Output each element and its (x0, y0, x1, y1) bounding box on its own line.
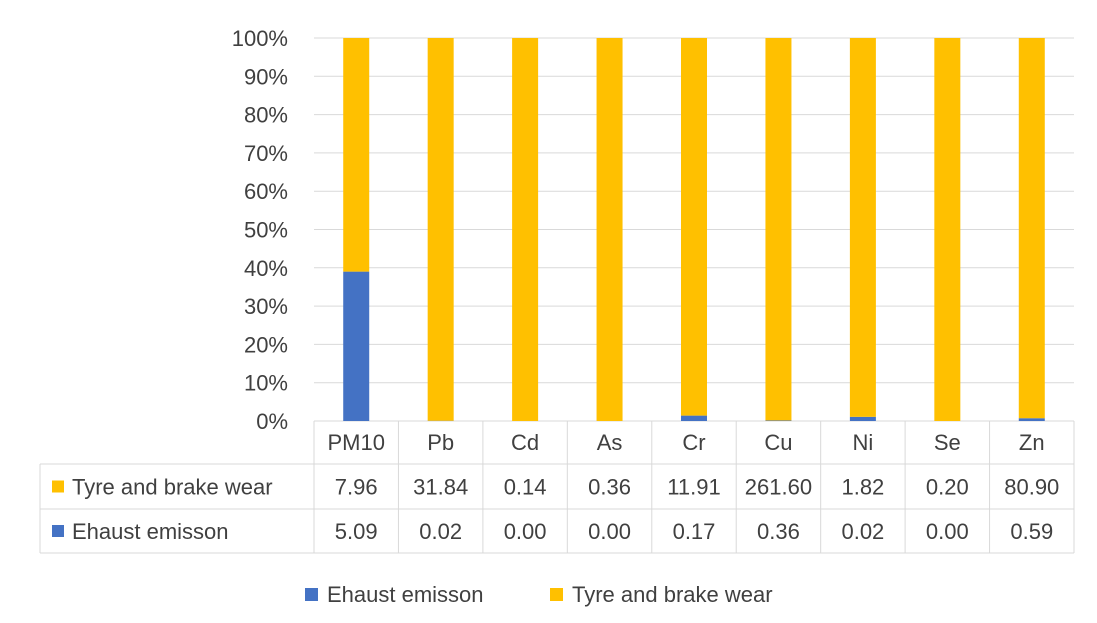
category-label: Se (934, 430, 961, 455)
legend-swatch (550, 588, 563, 601)
category-label: Zn (1019, 430, 1045, 455)
bar-segment-exhaust (1018, 418, 1045, 421)
table-cell-value: 0.17 (673, 519, 716, 544)
table-cell-value: 261.60 (745, 475, 812, 500)
y-tick-label: 40% (244, 256, 288, 281)
bar-segment-exhaust (765, 420, 792, 421)
bar-segment-wear (427, 38, 454, 421)
y-tick-label: 30% (244, 294, 288, 319)
bar-segment-wear (343, 38, 370, 272)
bar-segment-wear (934, 38, 961, 421)
table-cell-value: 0.02 (419, 519, 462, 544)
table-cell-value: 1.82 (841, 475, 884, 500)
legend-label: Tyre and brake wear (572, 582, 773, 607)
table-cell-value: 31.84 (413, 475, 468, 500)
table-cell-value: 0.14 (504, 475, 547, 500)
y-tick-label: 100% (232, 26, 288, 51)
y-tick-label: 50% (244, 218, 288, 243)
table-legend-key (52, 525, 64, 537)
table-row-label: Tyre and brake wear (72, 475, 273, 500)
y-tick-label: 80% (244, 103, 288, 128)
table-row-label: Ehaust emisson (72, 519, 229, 544)
bar-segment-exhaust (343, 271, 370, 421)
table-cell-value: 0.00 (926, 519, 969, 544)
table-cell-value: 0.20 (926, 475, 969, 500)
bar-segment-wear (765, 38, 792, 421)
bar-segment-wear (596, 38, 623, 421)
category-label: As (597, 430, 623, 455)
table-cell-value: 0.02 (841, 519, 884, 544)
bar-segment-wear (512, 38, 539, 421)
category-label: Cr (682, 430, 705, 455)
bar-segment-exhaust (849, 416, 876, 421)
table-cell-value: 5.09 (335, 519, 378, 544)
y-tick-label: 70% (244, 141, 288, 166)
table-cell-value: 80.90 (1004, 475, 1059, 500)
table-cell-value: 0.00 (588, 519, 631, 544)
bar-segment-wear (849, 38, 876, 417)
table-cell-value: 0.00 (504, 519, 547, 544)
table-cell-value: 0.36 (588, 475, 631, 500)
y-tick-label: 10% (244, 371, 288, 396)
y-tick-label: 60% (244, 179, 288, 204)
category-label: Ni (852, 430, 873, 455)
table-legend-key (52, 480, 64, 493)
category-label: Cd (511, 430, 539, 455)
category-label: Pb (427, 430, 454, 455)
y-tick-label: 0% (256, 409, 288, 434)
table-cell-value: 0.59 (1010, 519, 1053, 544)
table-cell-value: 7.96 (335, 475, 378, 500)
bar-segment-wear (1018, 38, 1045, 419)
bar-segment-exhaust (681, 415, 707, 421)
table-cell-value: 11.91 (667, 475, 720, 500)
table-cell-value: 0.36 (757, 519, 800, 544)
y-tick-label: 20% (244, 332, 288, 357)
legend-label: Ehaust emisson (327, 582, 484, 607)
y-tick-label: 90% (244, 64, 288, 89)
category-label: Cu (764, 430, 792, 455)
bar-segment-wear (681, 38, 707, 416)
category-label: PM10 (327, 430, 384, 455)
legend-swatch (305, 588, 318, 601)
